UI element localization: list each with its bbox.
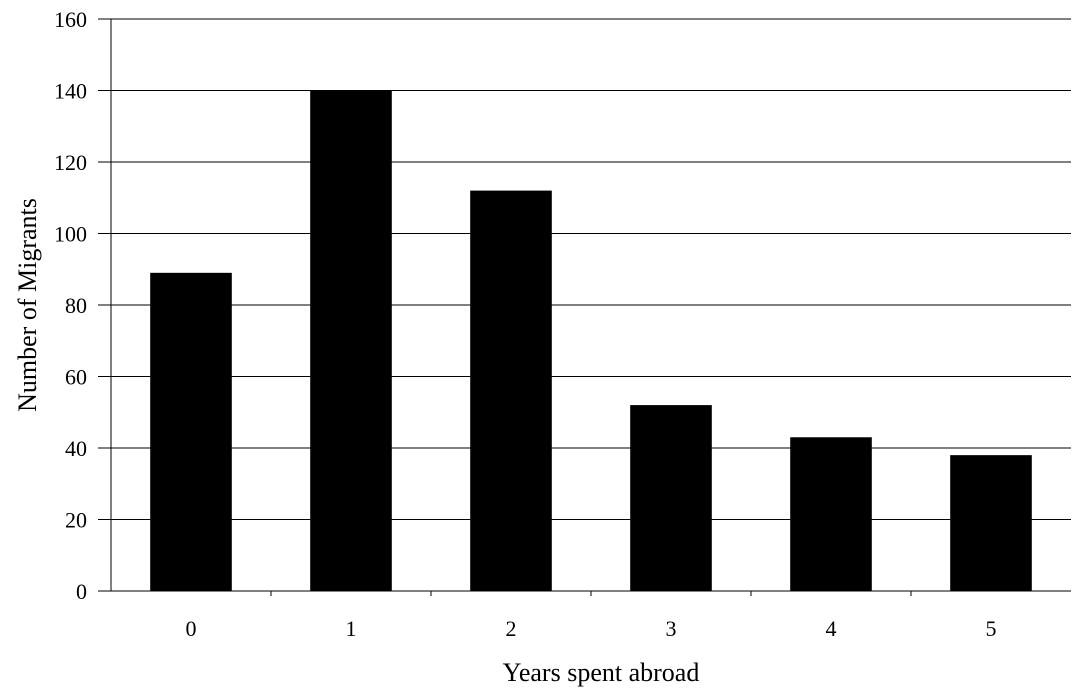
bar-3 [630, 405, 712, 591]
bar-5 [950, 455, 1032, 591]
x-tick-label-3: 3 [666, 616, 677, 641]
y-tick-label-40: 40 [65, 436, 87, 461]
y-tick-label-160: 160 [54, 7, 87, 32]
gridlines [111, 18, 1071, 520]
y-tick-label-80: 80 [65, 293, 87, 318]
bar-0 [150, 272, 232, 591]
x-tick-label-0: 0 [186, 616, 197, 641]
y-tick-label-140: 140 [54, 79, 87, 104]
bar-2 [470, 190, 552, 591]
bar-1 [310, 90, 392, 591]
x-axis-title: Years spent abroad [503, 658, 700, 687]
y-tick-labels: 0 20 40 60 80 100 120 140 160 [54, 7, 111, 604]
x-tick-label-2: 2 [506, 616, 517, 641]
x-tick-label-5: 5 [986, 616, 997, 641]
bar-4 [790, 437, 872, 591]
y-tick-label-20: 20 [65, 508, 87, 533]
y-tick-label-100: 100 [54, 222, 87, 247]
y-axis-title: Number of Migrants [13, 198, 42, 412]
y-tick-label-60: 60 [65, 365, 87, 390]
x-tick-label-1: 1 [346, 616, 357, 641]
x-tick-label-4: 4 [826, 616, 837, 641]
bars [150, 90, 1032, 591]
y-tick-label-0: 0 [76, 579, 87, 604]
x-tick-labels: 0 1 2 3 4 5 [186, 591, 997, 641]
y-tick-label-120: 120 [54, 150, 87, 175]
